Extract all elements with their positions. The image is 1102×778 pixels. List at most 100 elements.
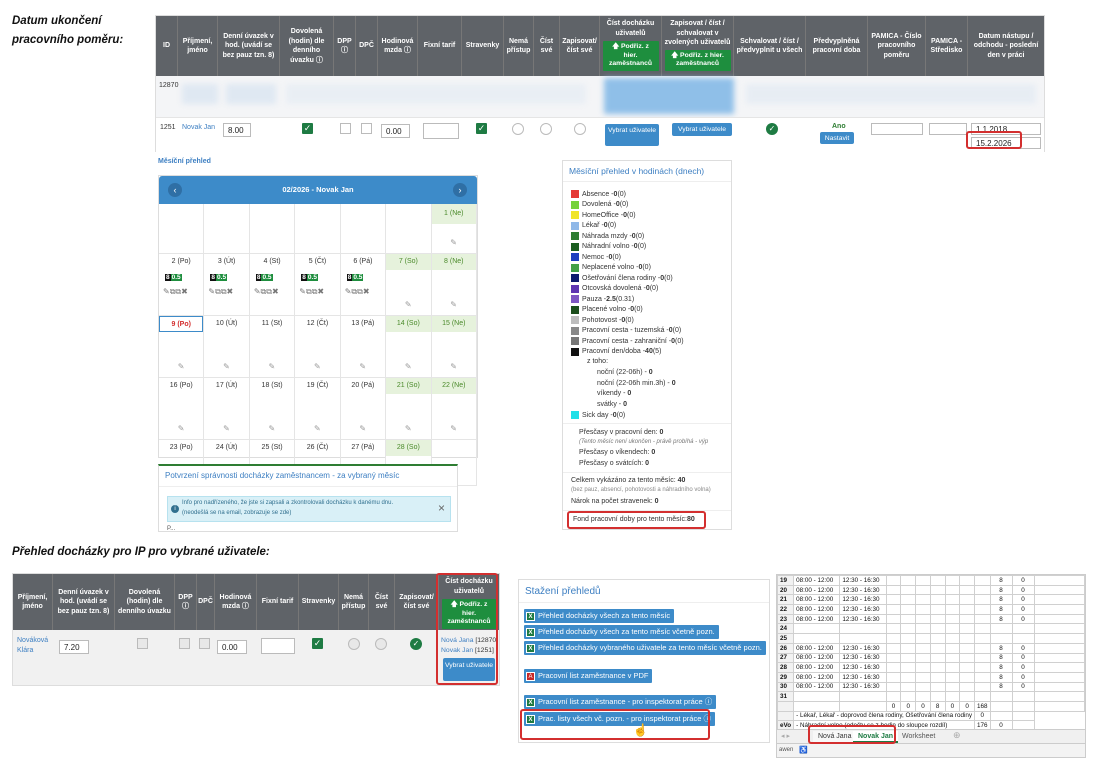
- row-number[interactable]: 28: [777, 662, 795, 673]
- sheet-cell[interactable]: [900, 691, 917, 702]
- nema-radio[interactable]: [512, 123, 524, 135]
- stravenky-checkbox[interactable]: ✓: [476, 123, 487, 134]
- sheet-cell[interactable]: 12:30 - 16:30: [839, 681, 887, 693]
- edit-pencil-icon[interactable]: ✎: [223, 362, 230, 371]
- calendar-day[interactable]: 1 (Ne) ✎: [431, 204, 477, 254]
- row-number[interactable]: 31: [777, 691, 795, 702]
- sheet-cell[interactable]: [900, 652, 917, 664]
- sheet-cell[interactable]: [1011, 623, 1035, 635]
- sheet-cell[interactable]: 0: [1011, 642, 1035, 654]
- calendar-day[interactable]: 4 (St) 8 0.5 ✎⧉⧉✖: [249, 254, 296, 316]
- sheet-cell[interactable]: [839, 691, 887, 702]
- sheet-cell[interactable]: [944, 613, 961, 625]
- sheet-cell[interactable]: [959, 604, 976, 615]
- sheet-cell[interactable]: [900, 671, 917, 683]
- download-user-month-notes-button[interactable]: X Přehled docházky vybraného uživatele za…: [524, 641, 766, 655]
- sheet-cell[interactable]: [900, 633, 917, 644]
- sheet-cell[interactable]: 12:30 - 16:30: [839, 584, 887, 596]
- calendar-day[interactable]: 16 (Po) ✎: [159, 378, 205, 440]
- pamica-stredisko-input[interactable]: [929, 123, 967, 135]
- sheet-cell[interactable]: [885, 604, 902, 615]
- sheet-cell[interactable]: [1033, 575, 1085, 586]
- row-number[interactable]: 19: [777, 575, 795, 586]
- sheet-cell[interactable]: [900, 604, 917, 615]
- sheet-cell[interactable]: [915, 613, 931, 625]
- fixni-input[interactable]: [261, 638, 295, 654]
- sheet-cell[interactable]: [929, 691, 946, 702]
- sheet-cell[interactable]: 08:00 - 12:00: [793, 594, 841, 606]
- tab-worksheet[interactable]: Worksheet: [902, 733, 936, 740]
- row-number[interactable]: 29: [777, 671, 795, 683]
- sheet-cell[interactable]: [974, 691, 991, 702]
- sheet-cell[interactable]: [974, 662, 991, 673]
- sheet-cell[interactable]: [974, 652, 991, 664]
- sheet-cell[interactable]: [959, 671, 976, 683]
- calendar-day[interactable]: 22 (Ne) ✎: [431, 378, 477, 440]
- sheet-cell[interactable]: [959, 633, 976, 644]
- sheet-cell[interactable]: [1033, 652, 1085, 664]
- zapisovat-radio[interactable]: [574, 123, 586, 135]
- edit-pencil-icon[interactable]: ✎: [313, 362, 321, 371]
- sheet-cell[interactable]: [900, 613, 917, 625]
- row-number[interactable]: 30: [777, 681, 795, 693]
- sheet-cell[interactable]: [915, 623, 931, 635]
- edit-pencil-icon[interactable]: ✎: [404, 424, 412, 433]
- uvazek-input[interactable]: 7.20: [59, 640, 89, 654]
- pamica-cislo-input[interactable]: [871, 123, 923, 135]
- sheet-cell[interactable]: [885, 633, 902, 644]
- edit-pencil-icon[interactable]: ✎: [313, 424, 321, 433]
- podriz-button[interactable]: 🡅 Podřiz. z hier. zaměstnanců: [442, 599, 496, 629]
- download-all-month-button[interactable]: X Přehled docházky všech za tento měsíc: [524, 609, 675, 623]
- sheet-cell[interactable]: [959, 662, 976, 673]
- sheet-cell[interactable]: [1033, 671, 1085, 683]
- vybrat-uzivatele-button-2[interactable]: Vybrat uživatele: [672, 123, 732, 136]
- calendar-day[interactable]: 15 (Ne) ✎: [431, 316, 477, 378]
- sheet-cell[interactable]: [1033, 594, 1085, 606]
- calendar-day[interactable]: 5 (Čt) 8 0.5 ✎⧉⧉✖: [295, 254, 341, 316]
- nema-radio[interactable]: [348, 638, 360, 650]
- calendar-day[interactable]: 12 (Čt) ✎: [295, 316, 341, 378]
- sheet-cell[interactable]: [885, 671, 902, 683]
- sheet-cell[interactable]: 08:00 - 12:00: [793, 662, 841, 673]
- sheet-cell[interactable]: [915, 594, 931, 606]
- dovolena-checkbox[interactable]: [137, 638, 148, 649]
- sheet-cell[interactable]: [900, 584, 917, 596]
- sheet-cell[interactable]: [915, 575, 931, 586]
- edit-pencil-icon[interactable]: ✎: [450, 362, 457, 371]
- sheet-cell[interactable]: [915, 633, 931, 644]
- sheet-cell[interactable]: [885, 575, 902, 586]
- sheet-cell[interactable]: 12:30 - 16:30: [839, 642, 887, 654]
- sheet-cell[interactable]: 12:30 - 16:30: [839, 594, 887, 606]
- edit-pencil-icon[interactable]: ✎: [404, 362, 412, 371]
- sheet-cell[interactable]: [915, 604, 931, 615]
- sheet-cell[interactable]: [929, 584, 946, 596]
- sheet-cell[interactable]: [885, 691, 902, 702]
- sheet-cell[interactable]: [974, 613, 991, 625]
- sheet-cell[interactable]: [1033, 642, 1085, 654]
- sheet-cell[interactable]: [974, 642, 991, 654]
- edit-pencil-icon[interactable]: ✎: [359, 424, 367, 433]
- sheet-cell[interactable]: [929, 594, 946, 606]
- sheet-cell[interactable]: 12:30 - 16:30: [839, 604, 887, 615]
- sheet-cell[interactable]: [944, 604, 961, 615]
- sheet-cell[interactable]: 8: [989, 594, 1013, 606]
- dpc-checkbox[interactable]: [199, 638, 210, 649]
- edit-pencil-icon[interactable]: ✎: [268, 424, 276, 433]
- total-cell[interactable]: 0: [944, 700, 961, 712]
- edit-pencil-icon[interactable]: ✎: [450, 300, 457, 309]
- nastavit-button[interactable]: Nastavit: [820, 132, 854, 144]
- sheet-cell[interactable]: [944, 575, 961, 586]
- sheet-cell[interactable]: [1033, 613, 1085, 625]
- sheet-cell[interactable]: [885, 652, 902, 664]
- sheet-cell[interactable]: [1011, 633, 1035, 644]
- sheet-cell[interactable]: [944, 691, 961, 702]
- sheet-cell[interactable]: [974, 623, 991, 635]
- sheet-cell[interactable]: [974, 671, 991, 683]
- day-actions-icon[interactable]: ✎⧉⧉✖: [163, 287, 188, 296]
- sheet-cell[interactable]: [929, 613, 946, 625]
- day-actions-icon[interactable]: ✎⧉⧉✖: [344, 287, 370, 296]
- edit-pencil-icon[interactable]: ✎: [450, 424, 457, 433]
- calendar-day[interactable]: 6 (Pá) 8 0.5 ✎⧉⧉✖: [340, 254, 387, 316]
- sheet-cell[interactable]: 8: [989, 652, 1013, 664]
- podriz-button[interactable]: 🡅 Podřiz. z hier. zaměstnanců: [602, 41, 659, 71]
